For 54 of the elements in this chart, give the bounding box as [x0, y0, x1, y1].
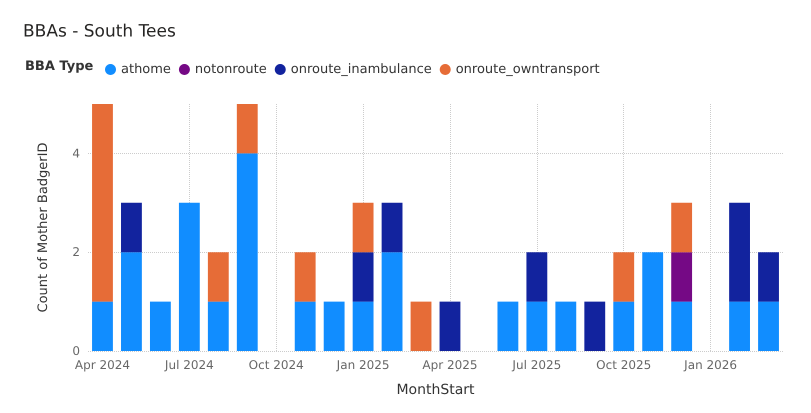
bar: [642, 252, 664, 351]
bar: [729, 202, 750, 302]
bar: [497, 302, 518, 351]
x-tick-label: Jul 2024: [164, 358, 214, 372]
bar: [294, 252, 316, 302]
bar: [671, 202, 692, 252]
bar: [671, 302, 692, 351]
bar: [352, 202, 374, 252]
bar: [584, 302, 606, 351]
x-tick-label: Oct 2024: [248, 358, 304, 372]
legend-title: BBA Type: [25, 59, 94, 74]
x-axis-title: MonthStart: [396, 382, 476, 398]
legend-label: onroute_inambulance: [290, 62, 432, 77]
bar: [526, 252, 548, 302]
y-tick-label: 0: [72, 344, 80, 358]
legend-label: notonroute: [194, 62, 267, 77]
chart-title: BBAs - South Tees: [23, 22, 176, 42]
y-axis-title: Count of Mother BadgerID: [36, 142, 51, 312]
bar: [410, 302, 432, 351]
bar: [208, 252, 229, 302]
bar: [324, 302, 345, 351]
bar: [236, 153, 258, 351]
bar: [92, 104, 113, 302]
bar: [178, 202, 200, 351]
bar: [121, 252, 142, 351]
bar: [208, 302, 229, 351]
legend-label: athome: [121, 62, 171, 77]
y-tick-label: 4: [72, 146, 80, 160]
x-tick-label: Jan 2026: [683, 358, 738, 372]
bar: [236, 104, 258, 154]
bar: [294, 302, 316, 351]
bar: [382, 252, 402, 351]
bar: [613, 302, 634, 351]
x-tick-label: Apr 2024: [74, 358, 130, 372]
bar: [729, 302, 750, 351]
bar: [440, 302, 460, 351]
x-tick-label: Jul 2025: [511, 358, 562, 372]
bar: [352, 252, 374, 302]
x-tick-label: Oct 2025: [596, 358, 652, 372]
bar: [758, 252, 779, 302]
y-tick-label: 2: [72, 245, 80, 260]
bar: [150, 302, 171, 351]
bar: [382, 202, 402, 252]
legend-label: onroute_owntransport: [456, 62, 600, 77]
bar: [92, 302, 113, 351]
bar: [526, 302, 548, 351]
bar: [613, 252, 634, 302]
x-tick-label: Jan 2025: [336, 358, 390, 372]
bar: [352, 302, 374, 351]
bar: [758, 302, 779, 351]
x-tick-label: Apr 2025: [422, 358, 478, 372]
bar: [121, 202, 142, 252]
bar: [555, 302, 576, 351]
bar: [671, 252, 692, 302]
